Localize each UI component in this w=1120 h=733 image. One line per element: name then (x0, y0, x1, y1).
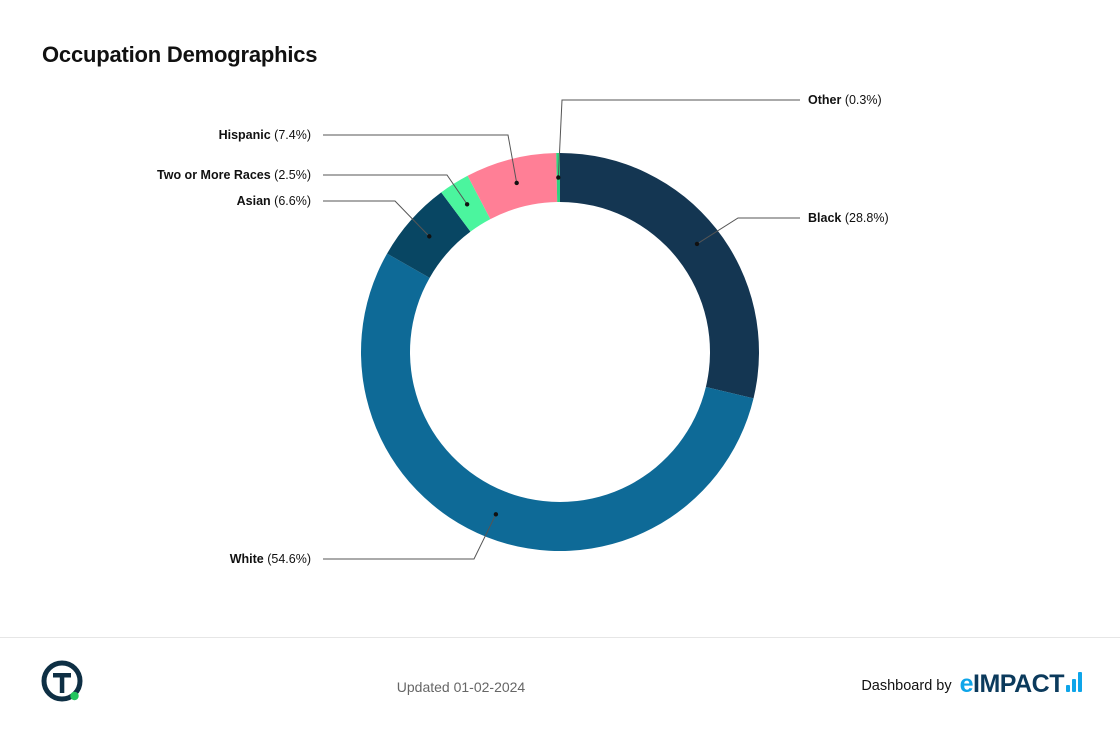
brand-name: IMPACT (973, 670, 1064, 698)
label-value-other: (0.3%) (841, 93, 881, 107)
leader-line-asian (323, 200, 430, 237)
slice-labels: Black (28.8%)White (54.6%)Asian (6.6%)Tw… (157, 93, 889, 566)
label-hispanic: Hispanic (7.4%) (219, 128, 311, 142)
leader-line-white (323, 514, 497, 560)
label-name-two-or-more-races: Two or More Races (157, 168, 271, 182)
label-asian: Asian (6.6%) (237, 194, 311, 208)
label-value-black: (28.8%) (841, 211, 888, 225)
leader-line-other (557, 99, 800, 178)
updated-date: Updated 01-02-2024 (396, 679, 526, 695)
leader-lines (323, 99, 800, 560)
chart-title: Occupation Demographics (42, 42, 318, 67)
donut-slices (361, 153, 759, 551)
label-value-asian: (6.6%) (271, 194, 311, 208)
eimpact-logo: eIMPACT (960, 670, 1082, 698)
slice-white (361, 253, 754, 551)
t-circle-logo-icon (41, 660, 83, 702)
credit-label: Dashboard by (861, 678, 952, 694)
leader-dot-hispanic (514, 180, 519, 186)
label-name-white: White (230, 552, 264, 566)
label-name-other: Other (808, 93, 841, 107)
label-value-two-or-more-races: (2.5%) (271, 168, 311, 182)
leader-dot-other (556, 175, 561, 180)
leader-dot-black (694, 241, 700, 247)
label-value-white: (54.6%) (264, 552, 311, 566)
label-other: Other (0.3%) (808, 93, 882, 107)
leader-dot-asian (427, 234, 432, 239)
label-two-or-more-races: Two or More Races (2.5%) (157, 168, 311, 182)
slice-black (560, 153, 759, 399)
dashboard-credit: Dashboard by eIMPACT (861, 670, 1082, 698)
footer-divider (0, 637, 1120, 638)
brand-e: e (959, 670, 974, 698)
slice-hispanic (467, 153, 558, 220)
leader-line-two-or-more-races (323, 174, 468, 205)
leader-dot-white (493, 512, 499, 517)
label-name-black: Black (808, 211, 841, 225)
label-name-hispanic: Hispanic (219, 128, 271, 142)
label-name-asian: Asian (237, 194, 271, 208)
leader-line-hispanic (323, 134, 518, 184)
label-value-hispanic: (7.4%) (271, 128, 311, 142)
donut-chart: Black (28.8%)White (54.6%)Asian (6.6%)Tw… (157, 93, 889, 566)
leader-dot-two-or-more-races (464, 202, 470, 207)
label-white: White (54.6%) (230, 552, 311, 566)
label-black: Black (28.8%) (808, 211, 889, 225)
bar-chart-icon (1066, 670, 1082, 695)
leader-line-black (696, 217, 800, 245)
